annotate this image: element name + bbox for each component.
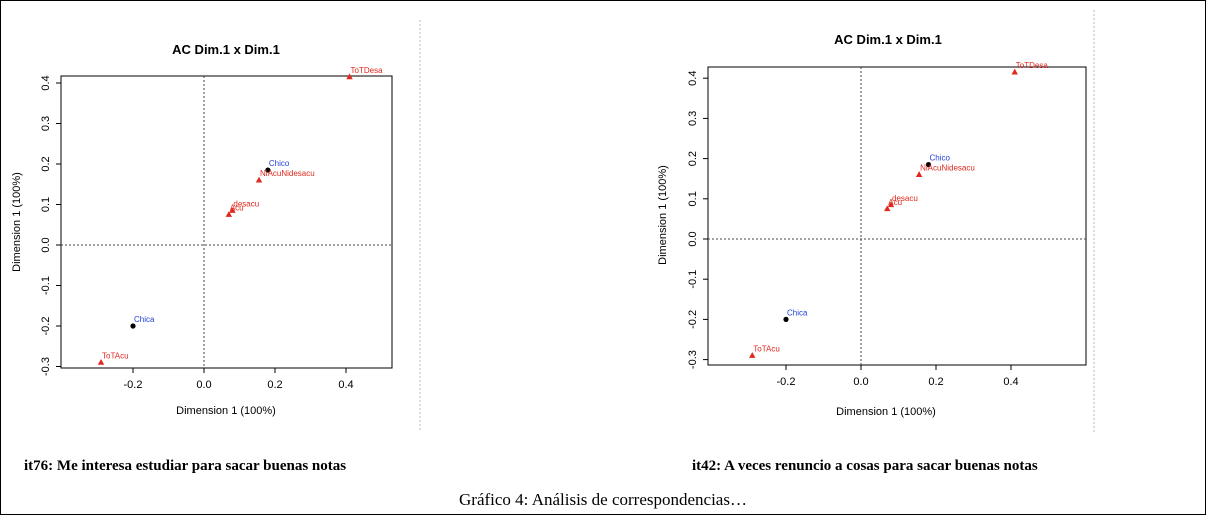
point-desacu xyxy=(229,207,236,213)
point-totacu xyxy=(749,352,756,358)
point-chico xyxy=(265,167,271,173)
point-label-chico: Chico xyxy=(269,159,290,168)
x-tick-label: 0.2 xyxy=(267,379,282,391)
point-acu xyxy=(225,211,233,217)
x-tick-label: -0.2 xyxy=(124,379,143,391)
point-label-totdesa: ToTDesa xyxy=(1016,61,1049,70)
x-tick-label: -0.2 xyxy=(777,376,796,388)
point-label-desacu: desacu xyxy=(233,200,259,209)
x-axis-label: Dimension 1 (100%) xyxy=(176,405,276,417)
y-tick-label: 0.1 xyxy=(687,191,699,206)
chart-title: AC Dim.1 x Dim.1 xyxy=(834,32,942,47)
y-tick-label: 0.3 xyxy=(687,111,699,126)
point-label-niacunidesacu: NiAcuNidesacu xyxy=(260,169,315,178)
point-label-totacu: ToTAcu xyxy=(753,345,780,354)
plot-frame xyxy=(707,66,1087,366)
y-tick-label: 0.2 xyxy=(687,151,699,166)
point-desacu xyxy=(887,201,895,208)
x-tick-label: 0.2 xyxy=(928,376,943,388)
caption-left: it76: Me interesa estudiar para sacar bu… xyxy=(24,458,347,474)
point-label-totdesa: ToTDesa xyxy=(351,66,384,75)
y-tick-label: 0.1 xyxy=(40,197,52,212)
point-label-desacu: desacu xyxy=(892,194,918,203)
point-chico xyxy=(925,162,932,168)
figure-caption: Gráfico 4: Análisis de correspondencias… xyxy=(459,490,747,509)
point-label-acu: Acu xyxy=(888,198,902,207)
y-tick-label: 0.2 xyxy=(40,156,52,171)
y-tick-label: -0.2 xyxy=(687,310,699,329)
caption-right: it42: A veces renuncio a cosas para saca… xyxy=(692,458,1038,474)
y-tick-label: 0.0 xyxy=(687,231,699,246)
point-label-totacu: ToTAcu xyxy=(102,351,129,360)
plot-frame xyxy=(60,75,393,369)
y-tick-label: 0.0 xyxy=(40,237,52,252)
chart-left: AC Dim.1 x Dim.1 -0.2 0.0 0.2 0.4 -0.3 -0.2 -… xyxy=(11,20,421,432)
point-label-niacunidesacu: NiAcuNidesacu xyxy=(920,164,975,173)
chart-right: AC Dim.1 x Dim.1 -0.2 0.0 0.2 0.4 -0.3 -0.2 -… xyxy=(657,10,1095,432)
point-label-chica: Chica xyxy=(134,315,155,324)
y-tick-label: 0.3 xyxy=(40,116,52,131)
x-tick-label: 0.0 xyxy=(196,379,211,391)
y-tick-label: 0.4 xyxy=(40,75,52,90)
y-tick-label: -0.2 xyxy=(40,317,52,336)
point-niacunidesacu xyxy=(915,171,923,177)
y-axis-label: Dimension 1 (100%) xyxy=(11,172,23,272)
point-totdesa xyxy=(1011,68,1018,75)
x-tick-label: 0.0 xyxy=(853,376,868,388)
point-niacunidesacu xyxy=(255,176,263,183)
chart-title: AC Dim.1 x Dim.1 xyxy=(172,42,280,57)
x-tick-label: 0.4 xyxy=(1003,376,1018,388)
y-tick-label: 0.4 xyxy=(687,71,699,86)
point-totdesa xyxy=(346,73,353,80)
y-tick-label: -0.1 xyxy=(687,270,699,289)
point-label-acu: Acu xyxy=(230,204,244,213)
x-tick-label: 0.4 xyxy=(338,379,353,391)
point-acu xyxy=(884,205,891,212)
y-tick-label: -0.1 xyxy=(40,276,52,295)
point-label-chico: Chico xyxy=(930,154,951,163)
point-chica xyxy=(130,323,136,329)
y-axis-label: Dimension 1 (100%) xyxy=(657,165,669,265)
point-totacu xyxy=(97,358,105,365)
point-label-chica: Chica xyxy=(787,308,808,317)
y-tick-label: -0.3 xyxy=(687,350,699,369)
x-axis-label: Dimension 1 (100%) xyxy=(836,406,936,418)
point-chica xyxy=(783,316,789,322)
y-tick-label: -0.3 xyxy=(40,357,52,376)
